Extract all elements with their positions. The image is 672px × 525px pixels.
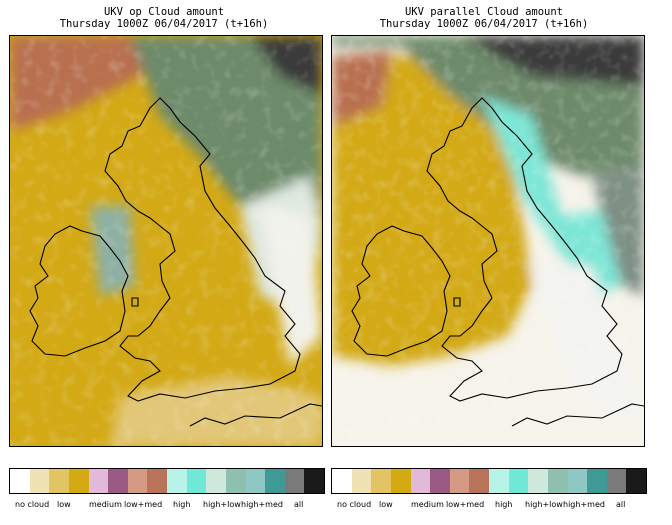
swatch-high-2 [186, 469, 207, 493]
france-coast-right [511, 403, 644, 427]
isle-of-man-coast-right [453, 297, 461, 307]
france-coast [189, 403, 322, 427]
legend-label-no-cloud: no cloud [15, 500, 50, 509]
cloud-texture-right [332, 36, 644, 446]
swatch-medium-2 [108, 469, 128, 493]
legend-label-all: all [294, 500, 304, 509]
swatch-all-2 [304, 469, 324, 493]
swatch-low-2 [68, 469, 89, 493]
left-map-title: UKV op Cloud amount Thursday 1000Z 06/04… [5, 6, 323, 30]
swatch-no-cloud-2 [29, 469, 50, 493]
left-map-svg [10, 36, 322, 446]
left-legend-colorbar [9, 468, 325, 494]
coastlines [29, 97, 322, 427]
swatch-high-low-1 [206, 469, 226, 493]
swatch-no-cloud-2 [351, 469, 372, 493]
cloud-texture [10, 36, 322, 446]
great-britain-coast [104, 97, 301, 402]
legend-label-low: low [57, 500, 71, 509]
swatch-high-med-2 [265, 469, 285, 493]
swatch-low-med-2 [469, 469, 489, 493]
swatch-high-low-2 [547, 469, 568, 493]
swatch-high-med-1 [567, 469, 588, 493]
swatch-medium-1 [88, 469, 109, 493]
left-legend-labels: no cloud low medium low+med high high+lo… [9, 500, 329, 514]
swatch-no-cloud [332, 469, 352, 493]
legend-label-all: all [616, 500, 626, 509]
swatch-all-1 [284, 469, 305, 493]
legend-label-low: low [379, 500, 393, 509]
legend-label-no-cloud: no cloud [337, 500, 372, 509]
swatch-low-med-1 [127, 469, 148, 493]
right-title-line2: Thursday 1000Z 06/04/2017 (t+16h) [379, 18, 589, 30]
swatch-low-1 [371, 469, 391, 493]
legend-label-low-med: low+med [124, 500, 163, 509]
swatch-high-low-2 [225, 469, 246, 493]
right-map-title: UKV parallel Cloud amount Thursday 1000Z… [325, 6, 643, 30]
swatch-all-2 [626, 469, 646, 493]
legend-label-high: high [173, 500, 191, 509]
swatch-all-1 [606, 469, 627, 493]
swatch-high-2 [508, 469, 529, 493]
left-title-line2: Thursday 1000Z 06/04/2017 (t+16h) [59, 18, 269, 30]
swatch-low-1 [49, 469, 69, 493]
swatch-high-med-2 [587, 469, 607, 493]
legend-label-high-low: high+low [525, 500, 563, 509]
right-legend-colorbar [331, 468, 647, 494]
right-legend-labels: no cloud low medium low+med high high+lo… [331, 500, 651, 514]
legend-label-high-med: high+med [241, 500, 283, 509]
legend-label-high-low: high+low [203, 500, 241, 509]
swatch-high-med-1 [245, 469, 266, 493]
legend-label-high: high [495, 500, 513, 509]
swatch-medium-2 [430, 469, 450, 493]
right-cloud-map [331, 35, 645, 447]
swatch-high-low-1 [528, 469, 548, 493]
legend-label-high-med: high+med [563, 500, 605, 509]
coastlines-right [351, 97, 644, 427]
swatch-high-1 [167, 469, 187, 493]
swatch-medium-1 [410, 469, 431, 493]
ireland-coast-right [351, 225, 451, 357]
legend-label-medium: medium [411, 500, 444, 509]
great-britain-coast-right [426, 97, 623, 402]
swatch-low-med-1 [449, 469, 470, 493]
left-title-line1: UKV op Cloud amount [103, 6, 225, 18]
right-title-line1: UKV parallel Cloud amount [404, 6, 564, 18]
swatch-low-2 [390, 469, 411, 493]
swatch-high-1 [489, 469, 509, 493]
swatch-low-med-2 [147, 469, 167, 493]
swatch-no-cloud [10, 469, 30, 493]
right-map-svg [332, 36, 644, 446]
left-cloud-map [9, 35, 323, 447]
ireland-coast [29, 225, 129, 357]
legend-label-medium: medium [89, 500, 122, 509]
legend-label-low-med: low+med [446, 500, 485, 509]
isle-of-man-coast [131, 297, 139, 307]
